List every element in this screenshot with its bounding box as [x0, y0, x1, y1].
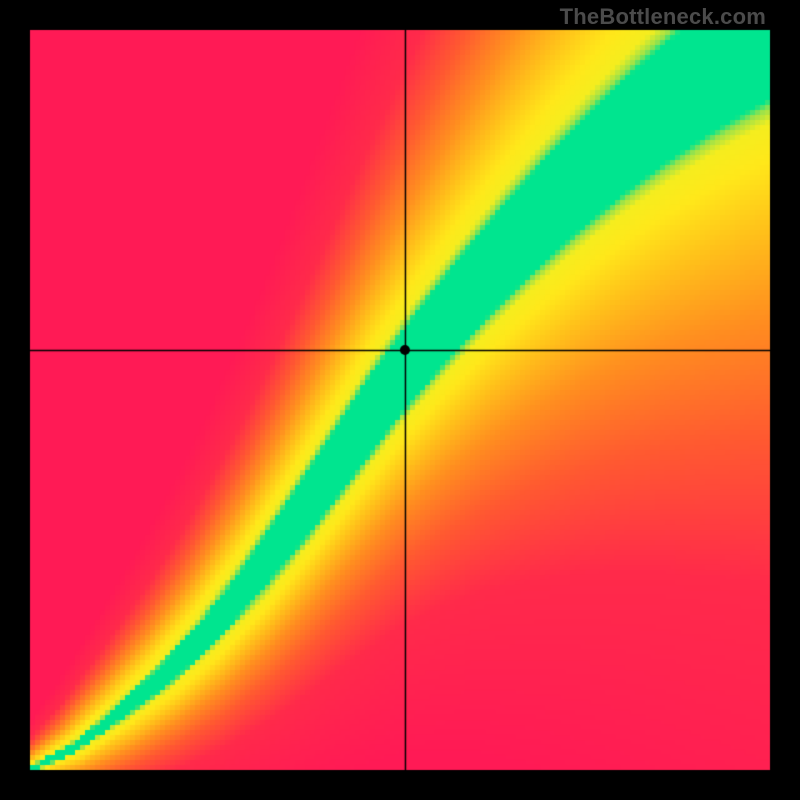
chart-container: TheBottleneck.com — [0, 0, 800, 800]
bottleneck-heatmap — [0, 0, 800, 800]
watermark-text: TheBottleneck.com — [560, 4, 766, 30]
